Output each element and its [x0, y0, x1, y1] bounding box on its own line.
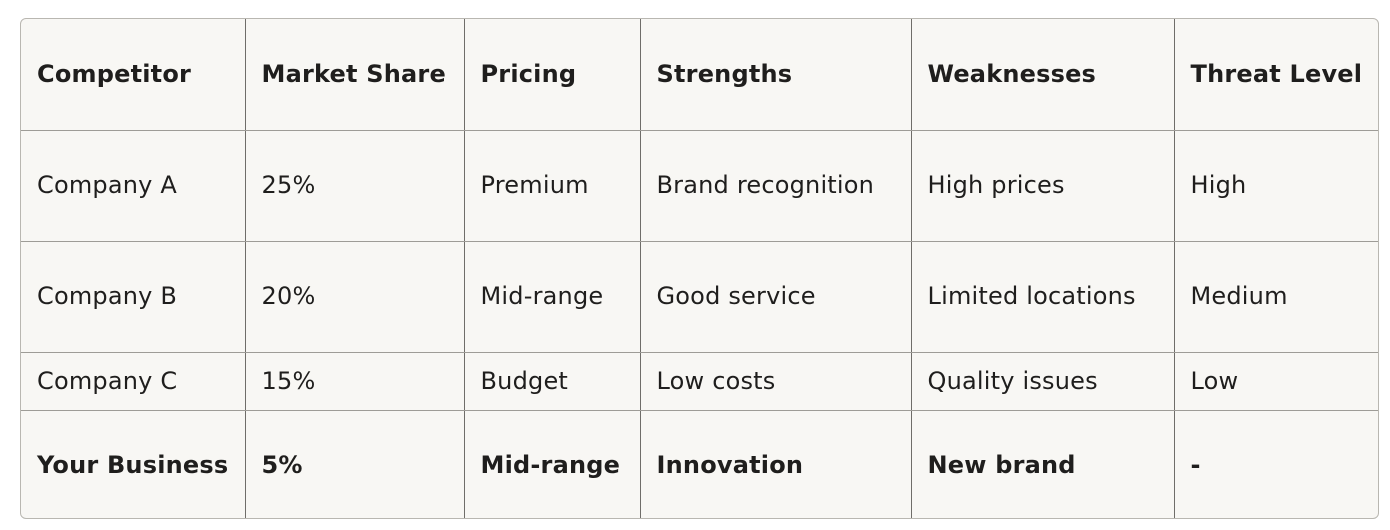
competitor-analysis-table: Competitor Market Share Pricing Strength… [21, 19, 1378, 518]
header-pricing: Pricing [464, 19, 641, 131]
cell-threat-level: High [1174, 130, 1378, 242]
cell-market-share: 25% [245, 130, 465, 242]
header-competitor: Competitor [21, 19, 246, 131]
cell-market-share: 15% [245, 352, 465, 411]
header-weaknesses: Weaknesses [911, 19, 1175, 131]
cell-pricing: Budget [464, 352, 641, 411]
cell-competitor: Your Business [21, 410, 246, 518]
table-row-your-business: Your Business 5% Mid-range Innovation Ne… [21, 410, 1378, 518]
table-header-row: Competitor Market Share Pricing Strength… [21, 19, 1378, 131]
cell-pricing: Premium [464, 130, 641, 242]
cell-threat-level: - [1190, 450, 1201, 479]
cell-weaknesses: Quality issues [911, 352, 1175, 411]
table-row: Company B 20% Mid-range Good service Lim… [21, 241, 1378, 353]
cell-strengths: Low costs [640, 352, 912, 411]
cell-strengths: Good service [640, 241, 912, 353]
header-strengths: Strengths [640, 19, 912, 131]
cell-competitor: Company A [21, 130, 246, 242]
cell-strengths: Innovation [640, 410, 912, 518]
header-market-share: Market Share [245, 19, 465, 131]
cell-competitor: Company C [21, 352, 246, 411]
cell-threat-level: Low [1174, 352, 1378, 411]
cell-competitor: Company B [21, 241, 246, 353]
cell-weaknesses: High prices [911, 130, 1175, 242]
cell-market-share: 20% [245, 241, 465, 353]
header-threat-level: Threat Level [1174, 19, 1378, 131]
cell-strengths: Brand recognition [640, 130, 912, 242]
table-row: Company A 25% Premium Brand recognition … [21, 130, 1378, 242]
cell-weaknesses: New brand [911, 410, 1175, 518]
cell-threat-level: Medium [1174, 241, 1378, 353]
competitor-table-container: Competitor Market Share Pricing Strength… [20, 18, 1379, 519]
cell-market-share: 5% [245, 410, 465, 518]
cell-pricing: Mid-range [464, 410, 641, 518]
cell-weaknesses: Limited locations [911, 241, 1175, 353]
cell-pricing: Mid-range [464, 241, 641, 353]
table-row: Company C 15% Budget Low costs Quality i… [21, 352, 1378, 411]
